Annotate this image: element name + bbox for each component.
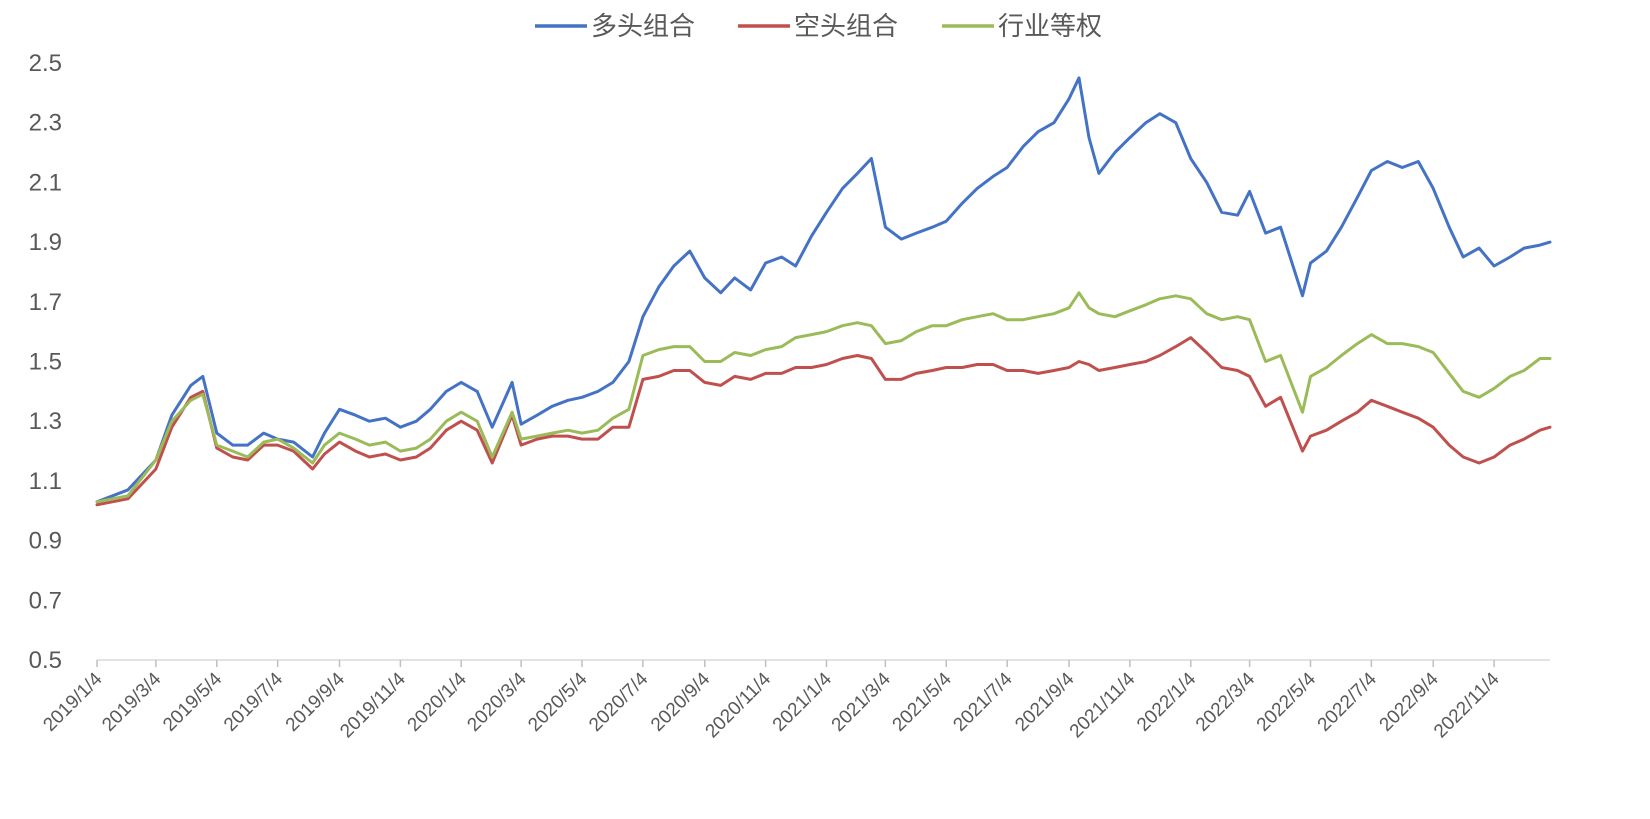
chart-legend: 多头组合 空头组合 行业等权 [535,12,1102,42]
legend-label: 行业等权 [998,12,1102,42]
series-line-3 [95,291,1552,504]
y-tick-label: 0.9 [29,528,62,555]
y-tick-label: 1.1 [29,468,62,495]
series-line-2 [95,336,1552,507]
y-tick-label: 1.5 [29,349,62,376]
x-tick-label: 2019/11/4 [336,668,410,742]
x-tick-label: 2019/5/4 [159,668,226,735]
x-tick-label: 2021/7/4 [950,668,1017,735]
x-tick-label: 2022/3/4 [1192,668,1259,735]
x-tick-label: 2021/11/4 [1066,668,1140,742]
y-tick-label: 1.9 [29,229,62,256]
y-tick-label: 0.7 [29,587,62,614]
series-line-1 [95,76,1552,504]
y-tick-label: 2.5 [29,50,62,77]
y-axis: 0.5 0.7 0.9 1.1 1.3 1.5 1.7 1.9 2.1 2.3 2.5 [29,50,62,674]
x-tick-label: 2020/5/4 [524,668,591,735]
y-tick-label: 0.5 [29,647,62,674]
legend-label: 多头组合 [591,12,695,42]
x-tick-label: 2022/11/4 [1430,668,1504,742]
x-tick-label: 2022/5/4 [1253,668,1320,735]
x-tick-label: 2021/1/4 [769,668,836,735]
x-tick-label: 2019/1/4 [39,668,106,735]
x-tick-label: 2020/1/4 [404,668,471,735]
x-tick-label: 2019/3/4 [98,668,165,735]
x-tick-label: 2021/3/4 [828,668,895,735]
y-tick-label: 2.3 [29,110,62,137]
x-tick-label: 2021/5/4 [889,668,956,735]
x-tick-label: 2022/1/4 [1133,668,1200,735]
x-axis: 2019/1/42019/3/42019/5/42019/7/42019/9/4… [39,659,1550,742]
x-tick-label: 2020/7/4 [585,668,652,735]
plot-area [95,76,1552,507]
legend-label: 空头组合 [794,12,898,42]
x-tick-label: 2020/11/4 [702,668,776,742]
y-tick-label: 1.3 [29,408,62,435]
x-tick-label: 2020/3/4 [464,668,531,735]
y-tick-label: 2.1 [29,169,62,196]
x-tick-label: 2022/7/4 [1314,668,1381,735]
x-tick-label: 2019/7/4 [220,668,287,735]
y-tick-label: 1.7 [29,289,62,316]
